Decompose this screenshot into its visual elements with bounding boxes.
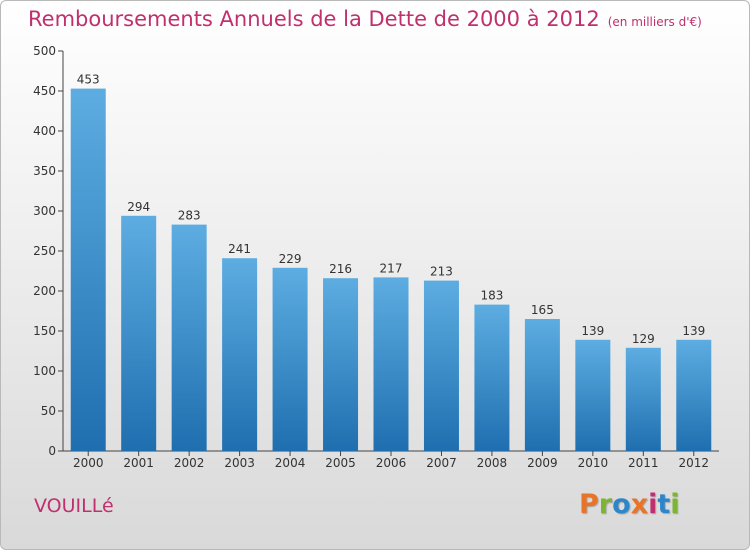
x-tick-label: 2005	[325, 456, 356, 470]
bar-value-label: 241	[228, 242, 251, 256]
logo-letter: o	[612, 489, 631, 520]
place-name: VOUILLé	[34, 495, 114, 517]
bar	[323, 278, 359, 451]
bar	[474, 304, 510, 451]
y-tick-label: 300	[33, 204, 56, 218]
x-tick-label: 2011	[628, 456, 659, 470]
x-tick-label: 2004	[275, 456, 306, 470]
bars	[70, 88, 712, 451]
axes: 0 50 100 150 200 250 300 350 400 450 500 2000 2001 20…	[33, 44, 719, 470]
bar	[272, 267, 308, 451]
x-tick-label: 2008	[477, 456, 508, 470]
bar-value-label: 283	[178, 209, 201, 223]
proxiti-logo[interactable]: Proxiti	[579, 489, 691, 521]
bar-value-label: 216	[329, 262, 352, 276]
y-tick-label: 200	[33, 284, 56, 298]
bar-value-label: 213	[430, 265, 453, 279]
logo-letter: r	[598, 489, 613, 520]
data-labels: 453 294 283 241 229 216 217 213 183 165 139 129 139	[77, 73, 705, 346]
bar	[676, 339, 712, 451]
y-tick-label: 0	[48, 444, 56, 458]
y-tick-label: 450	[33, 84, 56, 98]
x-tick-label: 2000	[73, 456, 104, 470]
logo-letter: i	[670, 489, 680, 520]
x-tick-label: 2002	[174, 456, 205, 470]
bar-value-label: 139	[682, 324, 705, 338]
bar	[524, 319, 560, 451]
x-tick-label: 2009	[527, 456, 558, 470]
x-tick-label: 2007	[426, 456, 457, 470]
bar	[222, 258, 258, 451]
bar-value-label: 453	[77, 73, 100, 87]
chart-title: Remboursements Annuels de la Dette de 20…	[28, 7, 702, 31]
unit-note: (en milliers d'€)	[607, 15, 702, 29]
x-tick-label: 2010	[578, 456, 609, 470]
bar-value-label: 294	[127, 200, 150, 214]
bar-value-label: 229	[279, 252, 302, 266]
bar-value-label: 139	[581, 324, 604, 338]
x-tick-label: 2003	[224, 456, 255, 470]
bar-value-label: 165	[531, 303, 554, 317]
y-tick-label: 150	[33, 324, 56, 338]
y-tick-label: 100	[33, 364, 56, 378]
logo-letter: t	[657, 489, 671, 520]
x-tick-label: 2006	[376, 456, 407, 470]
y-tick-label: 500	[33, 44, 56, 58]
bar	[625, 347, 661, 451]
y-tick-label: 350	[33, 164, 56, 178]
bar-value-label: 217	[380, 261, 403, 275]
bar-value-label: 129	[632, 332, 655, 346]
x-tick-label: 2012	[678, 456, 709, 470]
bar	[171, 224, 207, 451]
bar	[373, 277, 409, 451]
logo-letter: i	[648, 489, 658, 520]
logo-letter: P	[579, 489, 599, 520]
bar	[423, 280, 459, 451]
bar	[575, 339, 611, 451]
chart-title-text: Remboursements Annuels de la Dette de 20…	[28, 7, 600, 31]
bar-value-label: 183	[480, 289, 503, 303]
y-tick-label: 400	[33, 124, 56, 138]
y-tick-label: 50	[41, 404, 56, 418]
x-tick-label: 2001	[123, 456, 154, 470]
bar	[121, 215, 157, 451]
bar	[70, 88, 106, 451]
y-tick-label: 250	[33, 244, 56, 258]
logo-letter: x	[630, 489, 649, 520]
